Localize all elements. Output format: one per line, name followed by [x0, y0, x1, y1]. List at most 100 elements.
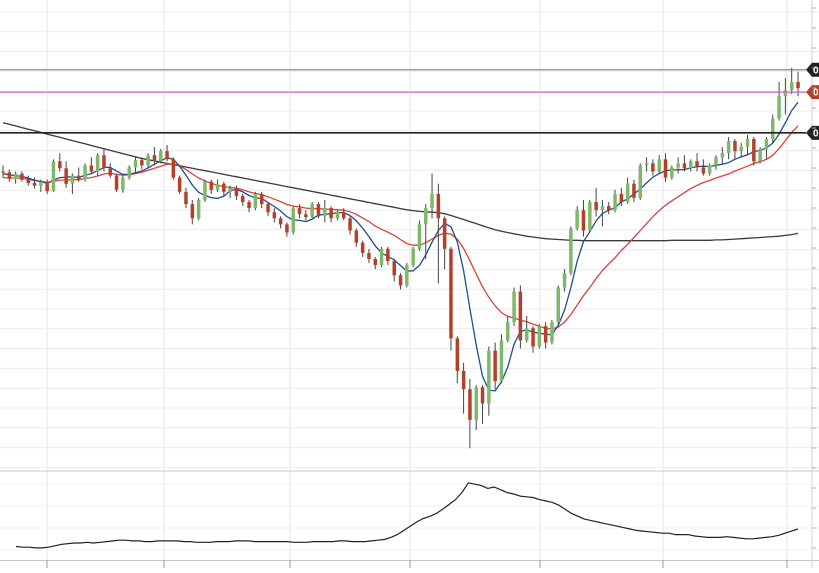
candle-body-down [77, 175, 81, 180]
candle [550, 320, 554, 345]
candle-body-down [285, 224, 289, 233]
candle [253, 191, 258, 211]
candle-body-up [203, 181, 207, 200]
candle [726, 136, 731, 160]
candle-body-up [379, 248, 384, 266]
candle [651, 159, 655, 176]
candle [512, 287, 516, 327]
level-marker-level-black [806, 125, 819, 140]
candle-body-up [569, 228, 573, 274]
candle [196, 197, 201, 221]
candle-body-up [739, 147, 743, 152]
candle [241, 193, 245, 207]
candle-body-up [537, 326, 542, 347]
candle-body-up [417, 224, 422, 249]
candle [177, 175, 182, 194]
candle [1, 165, 5, 178]
candle-body-down [449, 248, 453, 339]
candle-body-down [247, 202, 251, 209]
candle-body-down [102, 155, 106, 169]
candle [499, 334, 504, 384]
candle-body-down [304, 214, 308, 218]
candle-body-up [121, 177, 125, 190]
candle [588, 200, 592, 233]
candle [297, 204, 302, 219]
candle [581, 200, 586, 237]
candle [152, 147, 157, 166]
candle-body-down [398, 275, 403, 286]
candle-body-up [146, 155, 150, 166]
candle [51, 159, 56, 192]
candle-body-down [45, 181, 49, 192]
candle [70, 173, 75, 194]
ma-long-line [2, 122, 799, 242]
candle [266, 202, 270, 217]
candle-body-up [411, 248, 415, 266]
candle [354, 228, 359, 247]
candle-body-up [771, 118, 775, 139]
axis-layer [812, 7, 816, 549]
candle-body-up [13, 173, 18, 179]
candle-body-up [39, 181, 43, 186]
candle [714, 155, 718, 170]
candle [323, 200, 327, 223]
horizontal-levels: 0 0 0 [0, 62, 819, 140]
candle [518, 285, 523, 349]
candle-body-down [701, 167, 706, 174]
candle [682, 155, 687, 172]
candle-body-down [531, 328, 535, 347]
candle [140, 157, 144, 170]
candle-body-up [726, 141, 731, 154]
candle-body-down [342, 212, 346, 219]
ma-mid-line [2, 125, 799, 330]
candle [26, 175, 30, 186]
candle-body-up [556, 287, 560, 323]
candle [670, 165, 674, 180]
candle-body-up [487, 350, 491, 404]
level-marker-label-level-purple: 0 [813, 88, 819, 99]
candle [733, 138, 737, 160]
candle-body-down [695, 161, 699, 168]
candle-body-up [783, 90, 788, 97]
candle-body-up [253, 193, 258, 209]
candle [480, 385, 485, 424]
candle-body-up [335, 212, 340, 219]
candle [493, 342, 497, 390]
candle [625, 177, 630, 205]
candle [278, 216, 283, 229]
candle [771, 114, 775, 144]
candle-body-down [386, 248, 390, 261]
candle-body-down [297, 208, 302, 215]
candle-body-down [651, 163, 655, 172]
candle [58, 153, 62, 172]
candle-body-down [455, 338, 460, 371]
candle [171, 157, 176, 180]
candle [783, 77, 788, 115]
candle-body-up [707, 165, 712, 174]
candle [291, 206, 295, 235]
candle-body-up [613, 193, 617, 211]
candle [442, 216, 447, 270]
candle-body-up [625, 183, 630, 202]
candle-body-down [619, 193, 624, 202]
candle [165, 145, 169, 162]
candle [203, 179, 207, 203]
level-marker-label-level-black: 0 [813, 128, 819, 139]
candle [77, 167, 81, 182]
indicator-panel [15, 482, 799, 549]
candle [348, 216, 352, 235]
candle [7, 169, 12, 182]
candle [127, 165, 131, 180]
candle-body-up [405, 265, 409, 286]
level-marker-label-level-top: 0 [813, 65, 819, 76]
candle [758, 147, 762, 164]
candle [411, 246, 415, 268]
candle [272, 208, 277, 223]
level-marker-level-purple [806, 85, 819, 100]
candle-body-up [670, 167, 674, 178]
candle-body-up [562, 273, 567, 288]
candle-body-down [442, 218, 447, 249]
candle [32, 177, 37, 189]
candle [695, 153, 699, 172]
